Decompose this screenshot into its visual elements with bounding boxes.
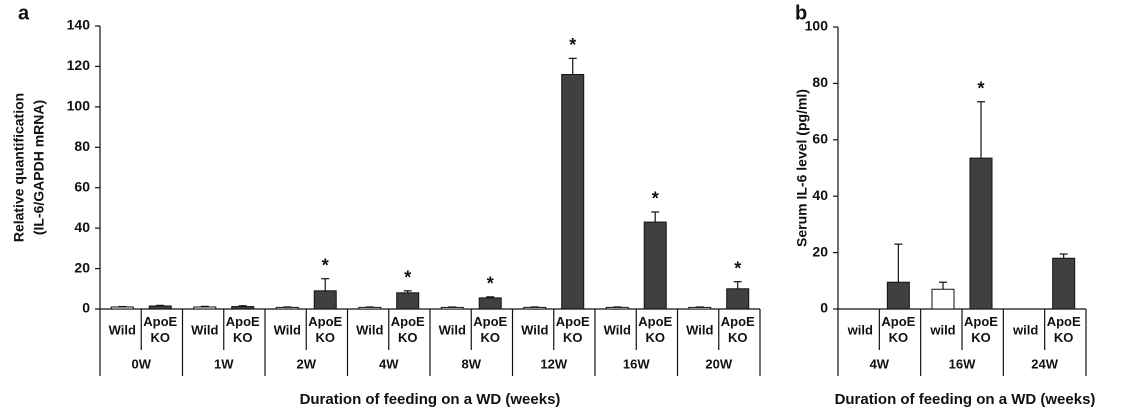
subcategory-label: ApoE KO xyxy=(881,314,915,345)
subcategory-label: Wild xyxy=(191,322,218,337)
bar xyxy=(931,288,955,310)
bar xyxy=(358,306,382,310)
subcategory-label: Wild xyxy=(686,322,713,337)
bar xyxy=(396,292,420,310)
y-tick-label: 140 xyxy=(67,17,91,33)
subcategory-label: Wild xyxy=(604,322,631,337)
x-axis-title: Duration of feeding on a WD (weeks) xyxy=(300,391,561,408)
group-label: 16W xyxy=(623,356,650,371)
y-tick-label: 0 xyxy=(820,300,828,316)
significance-marker: * xyxy=(978,78,985,98)
panel-label: b xyxy=(795,2,807,24)
subcategory-label: ApoE KO xyxy=(556,314,590,345)
bar xyxy=(523,306,547,310)
bar xyxy=(193,306,217,310)
group-label: 2W xyxy=(297,356,317,371)
subcategory-label: wild xyxy=(929,322,955,337)
bar xyxy=(561,74,585,310)
bar xyxy=(148,305,172,310)
bar xyxy=(643,221,667,310)
y-axis-title: Relative quantification xyxy=(11,93,27,242)
subcategory-label: ApoE KO xyxy=(721,314,755,345)
bar xyxy=(688,306,712,310)
bar xyxy=(1052,257,1076,310)
bar xyxy=(886,281,910,310)
y-tick-label: 100 xyxy=(67,98,91,114)
y-tick-label: 60 xyxy=(812,131,828,147)
subcategory-label: ApoE KO xyxy=(308,314,342,345)
y-axis-title: Serum IL-6 level (pg/ml) xyxy=(794,89,810,247)
significance-marker: * xyxy=(487,274,494,294)
y-tick-label: 100 xyxy=(805,18,829,34)
subcategory-label: ApoE KO xyxy=(964,314,998,345)
bar xyxy=(110,306,134,310)
group-label: 8W xyxy=(462,356,482,371)
group-label: 4W xyxy=(379,356,399,371)
y-tick-label: 60 xyxy=(74,178,90,194)
subcategory-label: ApoE KO xyxy=(1047,314,1081,345)
bar xyxy=(440,306,464,310)
bar xyxy=(275,306,299,310)
group-label: 24W xyxy=(1031,356,1058,371)
bar xyxy=(726,288,750,310)
bar xyxy=(313,290,337,310)
significance-marker: * xyxy=(569,35,576,55)
bar xyxy=(605,306,629,310)
subcategory-label: Wild xyxy=(521,322,548,337)
group-label: 0W xyxy=(132,356,152,371)
y-tick-label: 80 xyxy=(812,74,828,90)
significance-marker: * xyxy=(322,255,329,275)
y-tick-label: 120 xyxy=(67,57,91,73)
panel-label: a xyxy=(18,2,30,24)
group-label: 1W xyxy=(214,356,234,371)
significance-marker: * xyxy=(404,268,411,288)
subcategory-label: Wild xyxy=(356,322,383,337)
group-label: 12W xyxy=(540,356,567,371)
subcategory-label: ApoE KO xyxy=(391,314,425,345)
group-label: 4W xyxy=(870,356,890,371)
y-tick-label: 80 xyxy=(74,138,90,154)
bar xyxy=(478,297,502,310)
subcategory-label: wild xyxy=(847,322,873,337)
subcategory-label: ApoE KO xyxy=(473,314,507,345)
bar xyxy=(231,306,255,310)
bar xyxy=(969,157,993,310)
y-tick-label: 20 xyxy=(74,259,90,275)
y-axis-title: (IL-6/GAPDH mRNA) xyxy=(31,100,47,235)
subcategory-label: Wild xyxy=(274,322,301,337)
subcategory-label: Wild xyxy=(439,322,466,337)
y-tick-label: 40 xyxy=(812,187,828,203)
y-tick-label: 20 xyxy=(812,243,828,259)
subcategory-label: wild xyxy=(1012,322,1038,337)
group-label: 16W xyxy=(949,356,976,371)
significance-marker: * xyxy=(652,189,659,209)
subcategory-label: ApoE KO xyxy=(226,314,260,345)
subcategory-label: ApoE KO xyxy=(143,314,177,345)
subcategory-label: ApoE KO xyxy=(638,314,672,345)
significance-marker: * xyxy=(734,258,741,278)
y-tick-label: 40 xyxy=(74,219,90,235)
group-label: 20W xyxy=(705,356,732,371)
x-axis-title: Duration of feeding on a WD (weeks) xyxy=(835,391,1096,408)
y-tick-label: 0 xyxy=(82,300,90,316)
subcategory-label: Wild xyxy=(109,322,136,337)
